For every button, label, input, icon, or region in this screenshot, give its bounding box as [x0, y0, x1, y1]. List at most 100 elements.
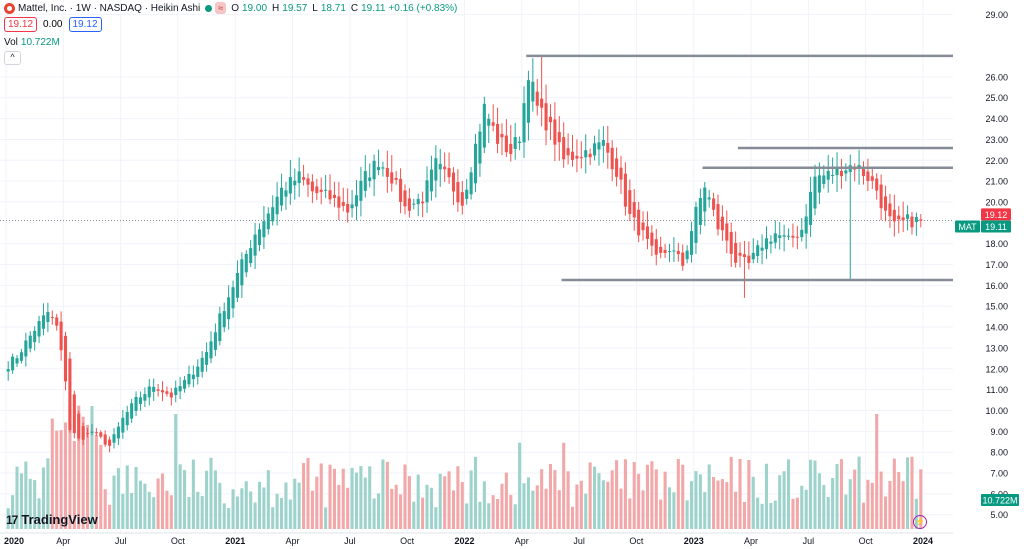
candle-body — [826, 170, 830, 180]
volume-bar — [557, 490, 561, 529]
candle-body — [637, 209, 641, 236]
candle-body — [866, 171, 870, 182]
volume-bar — [531, 490, 535, 529]
price-tick-label: 10.00 — [985, 406, 1008, 416]
volume-bar — [839, 459, 843, 529]
candle-body — [473, 143, 478, 184]
tradingview-logo[interactable]: 17 TradingView — [6, 512, 98, 527]
volume-bar — [659, 499, 663, 529]
collapse-legend-button[interactable]: ^ — [4, 51, 21, 65]
approx-badge[interactable]: ≈ — [215, 2, 227, 14]
candle-body — [19, 352, 23, 361]
candle-body — [901, 217, 905, 221]
candle-body — [407, 198, 411, 211]
candle-body — [196, 366, 200, 377]
price-tick-label: 9.00 — [990, 427, 1008, 437]
candle-body — [11, 356, 15, 371]
candle-body — [37, 321, 41, 337]
volume-bar — [456, 466, 460, 529]
volume-bar — [579, 480, 583, 529]
volume-bar — [795, 497, 799, 529]
candle-body — [504, 135, 508, 153]
volume-bar — [487, 503, 491, 529]
price-tick-label: 14.00 — [985, 323, 1008, 333]
candle-body — [645, 226, 650, 239]
candle-body — [654, 239, 658, 255]
candle-body — [822, 175, 826, 184]
candle-body — [500, 133, 504, 138]
volume-bar — [434, 507, 438, 529]
volume-bar — [77, 405, 81, 529]
volume-bar — [703, 492, 707, 529]
volume-bar — [332, 468, 336, 529]
candle-body — [738, 252, 742, 256]
volume-bar — [632, 462, 636, 529]
candle-body — [235, 272, 239, 298]
candle-body — [562, 137, 566, 160]
candle-body — [526, 80, 530, 123]
volume-bar — [407, 476, 411, 529]
volume-bar — [782, 471, 786, 529]
candle-body — [434, 158, 438, 181]
volume-legend[interactable]: Vol 10.722M — [4, 37, 60, 48]
volume-bar — [253, 502, 257, 529]
price-tick-label: 11.00 — [986, 385, 1008, 395]
symbol-header: Mattel, Inc. · 1W · NASDAQ · Heikin Ashi… — [4, 2, 457, 14]
volume-bar — [55, 430, 59, 529]
volume-bar — [809, 459, 813, 529]
volume-bar — [667, 487, 672, 529]
time-tick-label: Jul — [344, 536, 356, 546]
buy-button[interactable]: 19.12 — [68, 17, 102, 32]
volume-bar — [804, 489, 808, 529]
volume-bar — [28, 478, 32, 529]
time-axis[interactable]: 2020 Apr Jul Oct 2021 Apr Jul Oct 2022 Apr Jul Oct 2… — [0, 532, 953, 546]
candle-body — [99, 432, 103, 437]
mattel-logo-icon — [4, 2, 15, 14]
time-tick-label: 2021 — [225, 536, 245, 546]
volume-bar — [421, 497, 425, 529]
candle-body — [121, 417, 125, 433]
volume-bar — [906, 457, 910, 529]
volume-bar — [901, 481, 905, 529]
candle-body — [253, 234, 257, 256]
volume-bar — [734, 491, 738, 529]
volume-bar — [191, 459, 195, 529]
volume-bar — [817, 473, 821, 529]
candle-body — [456, 182, 460, 203]
market-status-icon — [205, 4, 213, 12]
tradingview-wordmark: TradingView — [21, 512, 98, 527]
volume-bar — [257, 481, 262, 529]
candle-body — [861, 167, 866, 177]
volume-bar — [522, 483, 526, 529]
horizontal-lines[interactable]: 27.0122.5921.6416.26 — [526, 49, 1011, 286]
volume-bar — [50, 418, 54, 529]
time-tick-label: Oct — [859, 536, 874, 546]
candle-body — [659, 246, 663, 253]
price-tick-label: 17.00 — [985, 260, 1008, 270]
symbol-title[interactable]: Mattel, Inc. · 1W · NASDAQ · Heikin Ashi — [18, 2, 201, 14]
candle-body — [491, 122, 495, 126]
volume-bar — [310, 490, 314, 529]
candle-body — [875, 178, 879, 191]
volume-bar — [685, 500, 689, 529]
candle-body — [376, 167, 381, 171]
volume-bar — [262, 487, 266, 529]
candle-body — [134, 396, 138, 411]
volume-bar — [138, 480, 143, 529]
volume-bar — [183, 470, 187, 529]
candle-body — [729, 232, 733, 254]
candle-body — [734, 242, 738, 263]
sell-button[interactable]: 19.12 — [4, 17, 38, 32]
volume-label: Vol — [4, 37, 18, 48]
candle-body — [200, 357, 204, 372]
volume-bar — [654, 469, 658, 529]
volume-bar — [861, 502, 866, 529]
candle-body — [125, 412, 129, 426]
price-axis[interactable]: 29.00 26.00 25.00 24.00 23.00 22.00 21.00 20.00… — [953, 0, 1024, 549]
volume-bar — [875, 414, 879, 529]
lightning-icon[interactable]: ⚡ — [913, 515, 927, 529]
candle-body — [227, 297, 231, 320]
volume-bar — [63, 422, 68, 529]
candle-body — [90, 431, 94, 433]
